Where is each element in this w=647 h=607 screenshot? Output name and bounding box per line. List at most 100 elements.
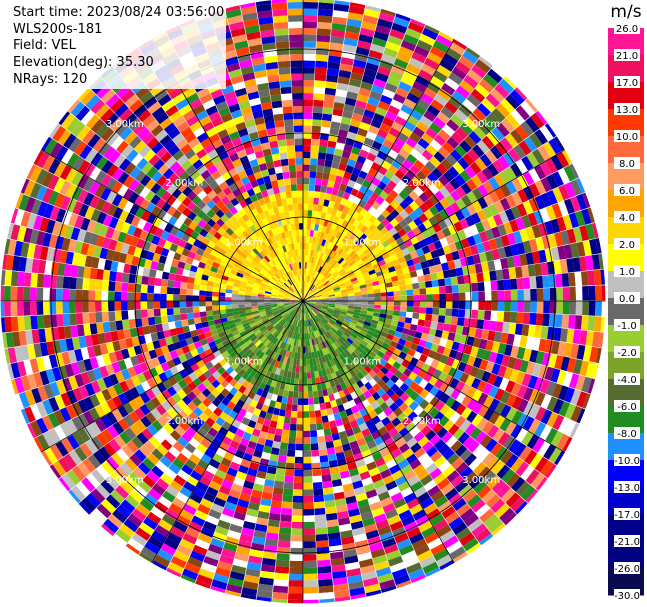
velocity-gate bbox=[182, 325, 190, 333]
velocity-gate bbox=[466, 255, 475, 266]
velocity-gate bbox=[368, 215, 377, 224]
velocity-gate bbox=[477, 197, 489, 210]
velocity-gate bbox=[249, 495, 262, 505]
velocity-gate bbox=[118, 158, 131, 172]
velocity-gate bbox=[281, 275, 287, 282]
velocity-gate bbox=[312, 106, 323, 114]
velocity-gate bbox=[312, 288, 319, 293]
velocity-gate bbox=[424, 57, 439, 70]
velocity-gate bbox=[224, 383, 234, 392]
velocity-gate bbox=[139, 361, 149, 373]
velocity-gate bbox=[267, 270, 274, 277]
velocity-gate bbox=[449, 178, 461, 190]
velocity-gate bbox=[131, 336, 140, 347]
velocity-gate bbox=[218, 264, 226, 271]
velocity-gate bbox=[403, 492, 417, 504]
velocity-gate bbox=[101, 290, 109, 301]
velocity-gate bbox=[170, 526, 185, 539]
velocity-gate bbox=[337, 217, 345, 226]
velocity-gate bbox=[297, 320, 300, 327]
velocity-gate bbox=[33, 215, 44, 231]
velocity-gate bbox=[77, 229, 87, 243]
velocity-gate bbox=[370, 43, 385, 54]
velocity-gate bbox=[346, 131, 357, 141]
velocity-gate bbox=[153, 293, 161, 301]
velocity-gate bbox=[285, 322, 290, 330]
velocity-gate bbox=[137, 462, 151, 475]
velocity-gate bbox=[146, 137, 160, 150]
velocity-gate bbox=[259, 284, 267, 289]
velocity-gate bbox=[158, 427, 170, 439]
velocity-gate bbox=[160, 278, 169, 287]
velocity-gate bbox=[327, 453, 337, 462]
velocity-gate bbox=[207, 442, 219, 453]
velocity-gate bbox=[112, 509, 128, 524]
velocity-gate bbox=[226, 467, 238, 477]
velocity-gate bbox=[323, 487, 334, 495]
velocity-gate bbox=[132, 122, 147, 136]
velocity-gate bbox=[293, 305, 299, 311]
velocity-gate bbox=[359, 208, 368, 217]
velocity-gate bbox=[140, 415, 152, 428]
velocity-gate bbox=[397, 228, 407, 238]
velocity-gate bbox=[378, 279, 386, 285]
velocity-gate bbox=[65, 419, 78, 435]
velocity-gate bbox=[393, 301, 401, 306]
velocity-gate bbox=[334, 95, 346, 104]
velocity-gate bbox=[277, 303, 284, 306]
velocity-gate bbox=[376, 339, 385, 347]
velocity-gate bbox=[384, 349, 394, 358]
velocity-gate bbox=[133, 247, 143, 258]
velocity-gate bbox=[345, 329, 353, 336]
velocity-gate bbox=[280, 310, 287, 316]
velocity-gate bbox=[438, 415, 450, 427]
velocity-gate bbox=[410, 574, 426, 584]
velocity-gate bbox=[589, 346, 599, 363]
velocity-gate bbox=[438, 286, 446, 294]
velocity-gate bbox=[510, 243, 520, 256]
velocity-gate bbox=[478, 301, 486, 311]
velocity-gate bbox=[86, 346, 96, 359]
velocity-gate bbox=[488, 411, 500, 425]
velocity-gate bbox=[235, 428, 245, 438]
velocity-gate bbox=[308, 269, 312, 276]
velocity-gate bbox=[205, 306, 213, 312]
velocity-gate bbox=[109, 321, 117, 332]
velocity-gate bbox=[168, 446, 181, 458]
velocity-gate bbox=[181, 319, 189, 327]
velocity-gate bbox=[308, 283, 312, 290]
velocity-gate bbox=[326, 241, 333, 249]
velocity-gate bbox=[579, 330, 588, 346]
velocity-gate bbox=[335, 89, 348, 98]
velocity-gate bbox=[454, 240, 464, 251]
velocity-gate bbox=[100, 415, 113, 429]
velocity-gate bbox=[457, 275, 465, 285]
velocity-gate bbox=[595, 285, 602, 301]
velocity-gate bbox=[471, 200, 483, 213]
velocity-gate bbox=[176, 192, 187, 203]
velocity-gate bbox=[96, 465, 110, 480]
velocity-gate bbox=[277, 540, 291, 548]
velocity-gate bbox=[542, 275, 550, 288]
velocity-gate bbox=[200, 316, 208, 323]
velocity-gate bbox=[543, 288, 551, 301]
velocity-gate bbox=[285, 315, 291, 322]
velocity-gate bbox=[197, 459, 209, 470]
velocity-gate bbox=[304, 307, 307, 314]
velocity-gate bbox=[465, 375, 476, 387]
velocity-gate bbox=[281, 501, 293, 509]
velocity-gate bbox=[377, 165, 388, 176]
velocity-gate bbox=[380, 301, 388, 306]
velocity-gate bbox=[196, 481, 209, 493]
velocity-gate bbox=[374, 457, 386, 468]
velocity-gate bbox=[358, 34, 374, 44]
velocity-gate bbox=[95, 484, 110, 499]
velocity-gate bbox=[518, 446, 532, 461]
velocity-gate bbox=[205, 361, 214, 370]
velocity-gate bbox=[91, 256, 100, 269]
velocity-gate bbox=[64, 225, 75, 239]
velocity-gate bbox=[77, 159, 91, 175]
velocity-gate bbox=[394, 263, 402, 271]
velocity-gate bbox=[304, 288, 307, 295]
velocity-gate bbox=[113, 533, 128, 546]
